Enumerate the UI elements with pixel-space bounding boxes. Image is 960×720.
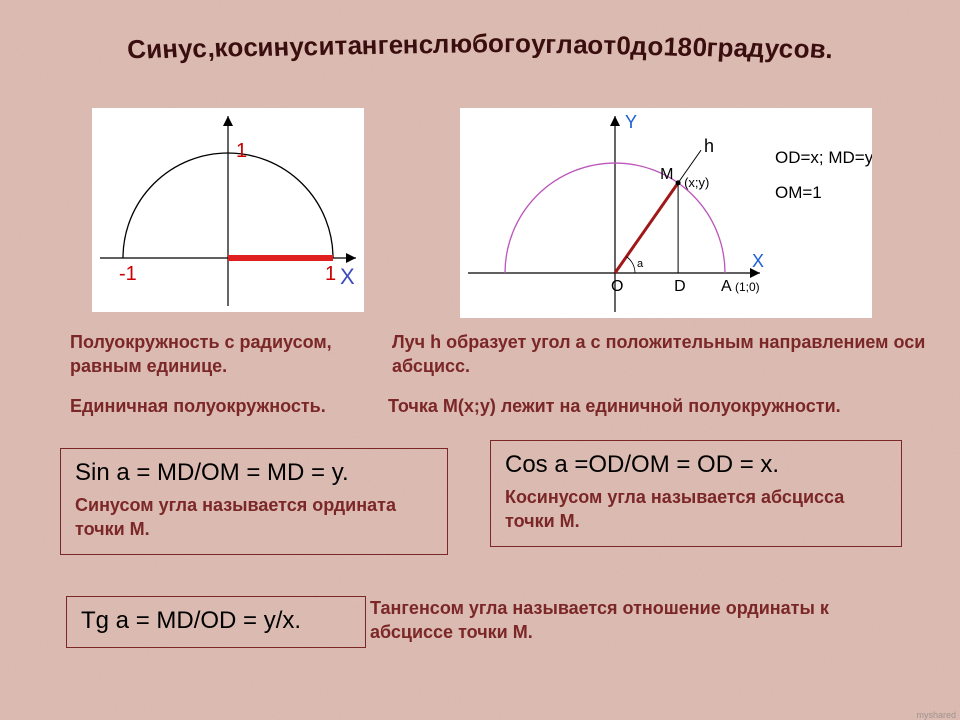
svg-text:1: 1 <box>236 140 247 162</box>
svg-text:h: h <box>704 136 714 156</box>
svg-text:X: X <box>752 251 764 271</box>
svg-text:-1: -1 <box>119 263 137 285</box>
svg-text:Y: Y <box>625 112 637 132</box>
svg-text:A: A <box>721 278 732 295</box>
svg-text:O: O <box>611 278 623 295</box>
svg-text:(1;0): (1;0) <box>735 280 760 294</box>
formula-cos-desc: Косинусом угла называется абсцисса точки… <box>505 485 887 534</box>
formula-cos: Cos a =OD/OM = OD = x. <box>505 451 887 479</box>
diagram-ray-semicircle: a h M (x;y) O D A(1;0) X Y OD=x; MD=y. OM=1 <box>460 108 872 318</box>
formula-tg: Tg a = MD/OD = y/x. <box>81 607 351 635</box>
caption-ray-h: Луч h образует угол а с положительным на… <box>392 330 952 379</box>
diagram-unit-semicircle: 1-11X <box>92 108 364 312</box>
svg-text:X: X <box>340 264 355 289</box>
svg-text:D: D <box>674 278 686 295</box>
formula-cos-box: Cos a =OD/OM = OD = x. Косинусом угла на… <box>490 440 902 547</box>
caption-unit-semicircle: Единичная полуокружность. <box>70 394 330 418</box>
page-title: Синус, косинус и тангенс любого угла от … <box>0 28 960 59</box>
caption-point-m: Точка М(х;у) лежит на единичной полуокру… <box>388 394 948 418</box>
formula-sin-box: Sin a = MD/OM = MD = y. Синусом угла наз… <box>60 448 448 555</box>
svg-text:1: 1 <box>325 263 336 285</box>
svg-text:OM=1: OM=1 <box>775 183 822 202</box>
watermark: myshared <box>916 710 956 720</box>
svg-text:a: a <box>637 258 644 270</box>
caption-semicircle-radius: Полуокружность с радиусом, равным единиц… <box>70 330 390 379</box>
formula-sin-desc: Синусом угла называется ордината точки М… <box>75 493 433 542</box>
svg-text:M: M <box>660 166 673 183</box>
svg-text:OD=x; MD=y.: OD=x; MD=y. <box>775 148 872 167</box>
formula-tg-box: Tg a = MD/OD = y/x. <box>66 596 366 648</box>
formula-sin: Sin a = MD/OM = MD = y. <box>75 459 433 487</box>
svg-text:(x;y): (x;y) <box>684 175 709 190</box>
formula-tg-desc: Тангенсом угла называется отношение орди… <box>370 596 870 645</box>
